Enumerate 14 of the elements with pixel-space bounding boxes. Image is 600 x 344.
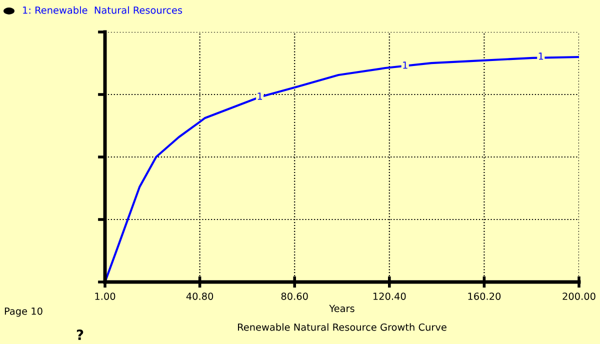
text: Renewable Natural Resource Growth Curve [238,323,446,331]
text: Page 10 [4,307,42,317]
x-tick-label: 200.00 [562,292,596,300]
text: 1: Renewable Natural Resources [23,6,182,14]
x-tick-label: 80.60 [281,292,308,300]
x-tick-label: 160.20 [468,292,501,300]
x-axis-title: Years [329,304,354,312]
annotation: 1 [403,62,408,69]
text: ? [76,330,84,340]
annotation: 1 [258,92,262,100]
annotation: 1 [538,52,544,60]
x-tick-label: 1.00 [95,292,116,300]
x-tick-label: 120.40 [373,292,406,300]
x-tick-label: 40.80 [186,292,214,300]
